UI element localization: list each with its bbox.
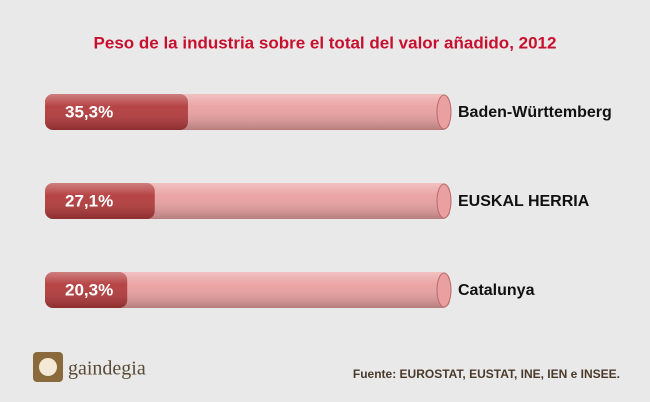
- bar-cap: [436, 272, 452, 308]
- category-label: Catalunya: [458, 282, 535, 299]
- bar-shade: [45, 272, 450, 308]
- bar-shade: [45, 183, 450, 219]
- category-label: Baden-Württemberg: [458, 104, 612, 121]
- logo-icon-circle: [39, 358, 57, 376]
- bar-shade: [45, 94, 450, 130]
- chart-title: Peso de la industria sobre el total del …: [94, 33, 557, 52]
- value-label: 27,1%: [65, 191, 113, 210]
- value-label: 20,3%: [65, 280, 113, 299]
- bar-cap: [436, 94, 452, 130]
- value-label: 35,3%: [65, 102, 113, 121]
- source: Fuente: EUROSTAT, EUSTAT, INE, IEN e INS…: [353, 367, 620, 381]
- logo-text: gaindegia: [68, 358, 146, 380]
- logo: gaindegia: [33, 352, 146, 382]
- category-label: EUSKAL HERRIA: [458, 193, 590, 210]
- bar-cap: [436, 183, 452, 219]
